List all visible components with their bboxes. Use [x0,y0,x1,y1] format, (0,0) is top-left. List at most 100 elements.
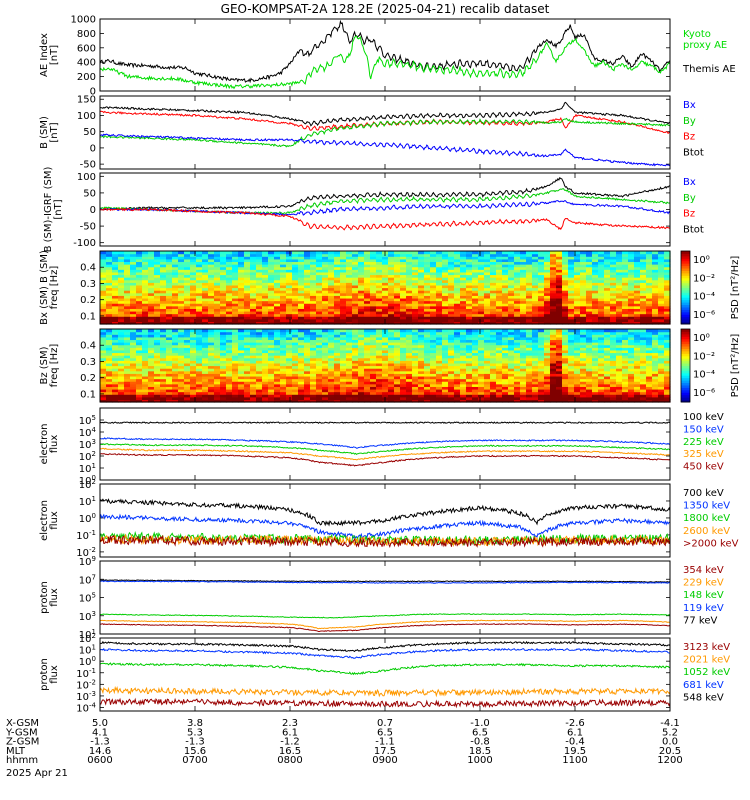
spectrogram-cell [184,277,191,281]
spectrogram-cell [532,321,539,325]
spectrogram-cell [256,334,263,338]
spectrogram-cell [364,349,371,354]
spectrogram-cell [574,300,581,304]
spectrogram-cell [466,284,473,289]
spectrogram-cell [616,313,623,317]
spectrogram-cell [454,352,461,356]
colorbar-segment [681,285,690,288]
spectrogram-cell [508,375,515,380]
spectrogram-cell [262,282,269,286]
spectrogram-cell [274,266,281,270]
spectrogram-cell [250,266,257,270]
spectrogram-cell [316,355,323,359]
spectrogram-cell [220,251,227,255]
spectrogram-cell [376,360,383,364]
spectrogram-cell [502,342,509,346]
spectrogram-cell [460,347,467,351]
spectrogram-cell [298,284,305,289]
spectrogram-cell [490,287,497,291]
spectrogram-cell [280,388,287,393]
spectrogram-cell [448,365,455,369]
spectrogram-cell [652,305,659,309]
spectrogram-cell [592,256,599,260]
spectrogram-cell [604,274,611,278]
colorbar-segment [681,255,690,259]
spectrogram-cell [352,253,359,257]
spectrogram-cell [508,373,515,377]
spectrogram-cell [466,391,473,395]
spectrogram-cell [418,355,425,359]
spectrogram-cell [292,313,299,317]
spectrogram-cell [508,355,515,359]
spectrogram-cell [172,391,179,395]
spectrogram-cell [328,342,335,346]
spectrogram-cell [112,396,119,400]
spectrogram-cell [448,305,455,309]
spectrogram-cell [268,373,275,377]
spectrogram-cell [334,370,341,374]
spectrogram-cell [562,277,569,281]
spectrogram-cell [226,362,233,367]
spectrogram-cell [352,256,359,260]
spectrogram-cell [304,261,311,265]
spectrogram-cell [448,269,455,273]
spectrogram-cell [178,297,185,302]
spectrogram-cell [130,357,137,361]
spectrogram-cell [490,279,497,283]
spectrogram-cell [406,381,413,385]
spectrogram-cell [280,264,287,268]
spectrogram-cell [214,318,221,322]
spectrogram-cell [124,355,131,359]
spectrogram-cell [340,399,347,403]
spectrogram-cell [238,264,245,268]
spectrogram-cell [430,360,437,364]
spectrogram-cell [448,264,455,268]
spectrogram-cell [484,339,491,343]
spectrogram-cell [418,282,425,286]
spectrogram-cell [280,331,287,335]
spectrogram-cell [418,347,425,351]
spectrogram-cell [328,256,335,260]
spectrogram-cell [460,318,467,322]
spectrogram-cell [472,256,479,260]
spectrogram-cell [418,287,425,291]
spectrogram-cell [196,365,203,369]
spectrogram-cell [130,373,137,377]
spectrogram-cell [214,396,221,400]
spectrogram-cell [262,269,269,273]
spectrogram-cell [316,388,323,393]
spectrogram-cell [106,365,113,369]
spectrogram-cell [166,303,173,307]
spectrogram-cell [250,394,257,398]
spectrogram-cell [298,251,305,255]
spectrogram-cell [166,373,173,377]
spectrogram-cell [190,292,197,296]
spectrogram-cell [256,375,263,380]
spectrogram-cell [550,279,557,283]
spectrogram-cell [358,394,365,398]
spectrogram-cell [322,370,329,374]
spectrogram-cell [178,258,185,263]
spectrogram-cell [616,287,623,291]
spectrogram-cell [322,347,329,351]
spectrogram-cell [508,342,515,346]
spectrogram-cell [166,266,173,270]
spectrogram-cell [250,388,257,393]
spectrogram-cell [334,375,341,380]
spectrogram-cell [322,339,329,343]
spectrogram-cell [160,362,167,367]
spectrogram-cell [526,339,533,343]
spectrogram-cell [208,344,215,348]
spectrogram-cell [616,253,623,257]
spectrogram-cell [196,370,203,374]
spectrogram-cell [184,344,191,348]
spectrogram-cell [382,287,389,291]
spectrogram-cell [184,331,191,335]
spectrogram-cell [196,256,203,260]
spectrogram-cell [370,370,377,374]
spectrogram-cell [478,386,485,390]
spectrogram-cell [592,310,599,315]
spectrogram-cell [322,292,329,296]
spectrogram-cell [130,388,137,393]
spectrogram-cell [472,310,479,315]
